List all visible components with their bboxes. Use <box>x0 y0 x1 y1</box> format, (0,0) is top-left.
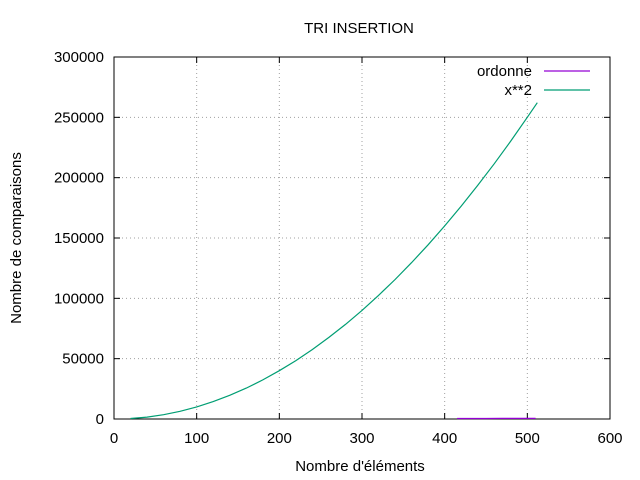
axis-ticks: 0 100 200 300 400 500 600 0 50000 100000 150000 200… <box>54 49 623 447</box>
y-tick-label: 50000 <box>62 351 104 368</box>
legend-label-x-2: x**2 <box>504 82 532 99</box>
y-tick-label: 200000 <box>54 170 104 187</box>
x-axis-title: Nombre d'éléments <box>295 458 425 475</box>
x-tick-label: 400 <box>432 430 457 447</box>
chart-title: TRI INSERTION <box>304 20 414 37</box>
y-tick-label: 100000 <box>54 290 104 307</box>
y-tick-label: 150000 <box>54 230 104 247</box>
x-tick-label: 200 <box>267 430 292 447</box>
x-tick-label: 600 <box>597 430 622 447</box>
y-tick-label: 300000 <box>54 49 104 66</box>
x-tick-label: 100 <box>184 430 209 447</box>
legend-label-ordonne: ordonne <box>477 63 532 80</box>
series-line-x-2 <box>130 102 538 420</box>
x-tick-label: 0 <box>110 430 118 447</box>
y-axis-title: Nombre de comparaisons <box>8 152 25 324</box>
x-tick-label: 500 <box>515 430 540 447</box>
y-tick-label: 0 <box>96 411 104 428</box>
legend: ordonne x**2 <box>477 63 590 99</box>
series-layer <box>130 102 538 420</box>
y-tick-label: 250000 <box>54 109 104 126</box>
grid-lines <box>114 57 610 419</box>
x-tick-label: 300 <box>349 430 374 447</box>
